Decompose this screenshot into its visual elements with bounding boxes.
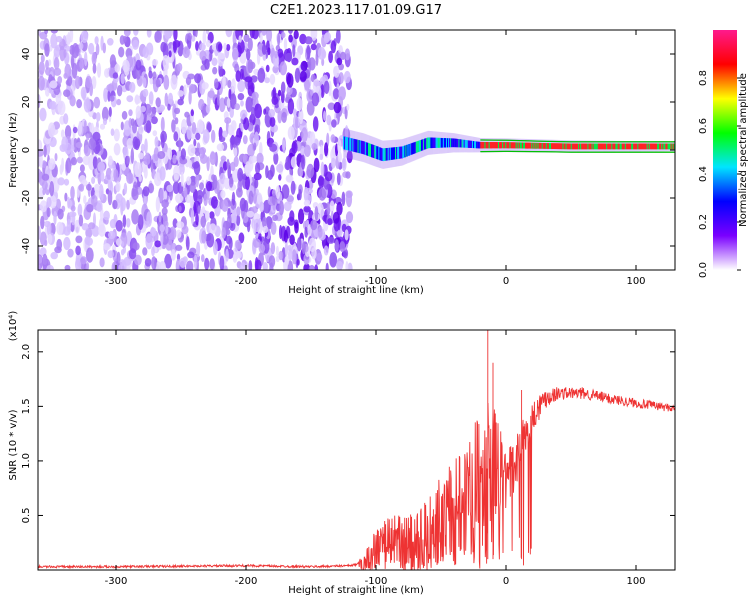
x-tick-label: -200 — [235, 276, 258, 287]
spectrogram-x-ticks: -300 -200 -100 0 100 — [105, 30, 646, 287]
y-tick: 1.5 — [21, 398, 675, 414]
colorbar: 0.0 0.2 0.4 0.6 0.8 Normalized spectral ampl… — [698, 30, 749, 278]
x-tick: -200 — [235, 30, 258, 287]
y-tick: 0 — [21, 147, 675, 153]
colorbar-gradient — [713, 30, 737, 270]
x-tick: 100 — [626, 30, 646, 287]
colorbar-tick: 0.0 — [698, 262, 741, 278]
y-tick-label: 2.0 — [21, 344, 32, 360]
frequency-ridge — [343, 128, 675, 169]
colorbar-tick: 0.4 — [698, 166, 741, 182]
x-tick-label: -200 — [235, 576, 258, 587]
colorbar-tick: 0.2 — [698, 214, 741, 230]
snr-plot-area — [38, 330, 675, 570]
x-tick-label: 100 — [626, 276, 645, 287]
x-tick: -100 — [365, 30, 388, 287]
y-tick-label: 40 — [21, 48, 32, 61]
colorbar-tick: 0.8 — [698, 70, 741, 86]
y-tick: 40 — [21, 48, 675, 61]
colorbar-ticks: 0.0 0.2 0.4 0.6 0.8 — [698, 70, 741, 278]
x-tick-label: 0 — [503, 276, 509, 287]
y-tick-label: 20 — [21, 96, 32, 109]
x-tick: 100 — [626, 330, 646, 587]
snr-chart: -300 -200 -100 0 100 0.5 1.0 1.5 2.0 Height of … — [8, 311, 676, 596]
x-tick: -300 — [105, 30, 128, 287]
y-tick: 1.0 — [21, 453, 675, 469]
y-tick: 20 — [21, 96, 675, 109]
noise-region — [38, 30, 354, 270]
y-tick-label: 0 — [21, 147, 32, 153]
colorbar-tick: 0.6 — [698, 118, 741, 134]
snr-x-axis-label: Height of straight line (km) — [288, 585, 424, 596]
colorbar-tick-label: 0.8 — [698, 70, 709, 86]
x-tick-label: 100 — [626, 576, 645, 587]
colorbar-label: Normalized spectral amplitude — [738, 73, 749, 227]
y-tick: -40 — [21, 238, 675, 254]
colorbar-tick-label: 0.6 — [698, 118, 709, 134]
x-tick: -200 — [235, 330, 258, 587]
x-tick-label: -100 — [365, 276, 388, 287]
snr-series-line — [38, 330, 675, 570]
snr-x-ticks: -300 -200 -100 0 100 — [105, 330, 646, 587]
snr-frame — [37, 329, 676, 571]
x-tick: 0 — [503, 30, 509, 287]
x-tick: 0 — [503, 330, 509, 587]
spectrogram-plot-area — [38, 30, 675, 270]
colorbar-tick-label: 0.4 — [698, 166, 709, 182]
x-tick-label: 0 — [503, 576, 509, 587]
spectrogram-y-axis-label: Frequency (Hz) — [8, 112, 19, 188]
snr-y-ticks: 0.5 1.0 1.5 2.0 — [21, 344, 675, 524]
y-tick-label: 0.5 — [21, 508, 32, 524]
y-tick: 2.0 — [21, 344, 675, 360]
snr-y-scale-label: (x10⁴) — [8, 311, 19, 342]
y-tick: 0.5 — [21, 508, 675, 524]
spectrogram-y-ticks: -40 -20 0 20 40 — [21, 48, 675, 254]
colorbar-tick-label: 0.0 — [698, 262, 709, 278]
spectrogram-x-axis-label: Height of straight line (km) — [288, 285, 424, 296]
x-tick-label: -300 — [105, 576, 128, 587]
snr-y-axis-label: SNR (10 * v/v) — [8, 409, 19, 480]
x-tick-label: -300 — [105, 276, 128, 287]
y-tick-label: 1.0 — [21, 453, 32, 469]
figure-title: C2E1.2023.117.01.09.G17 — [270, 3, 442, 18]
y-tick: -20 — [21, 190, 675, 206]
y-tick-label: -20 — [21, 190, 32, 206]
x-tick: -100 — [365, 330, 388, 587]
x-tick-label: -100 — [365, 576, 388, 587]
x-tick: -300 — [105, 330, 128, 587]
y-tick-label: 1.5 — [21, 398, 32, 414]
y-tick-label: -40 — [21, 238, 32, 254]
colorbar-tick-label: 0.2 — [698, 214, 709, 230]
